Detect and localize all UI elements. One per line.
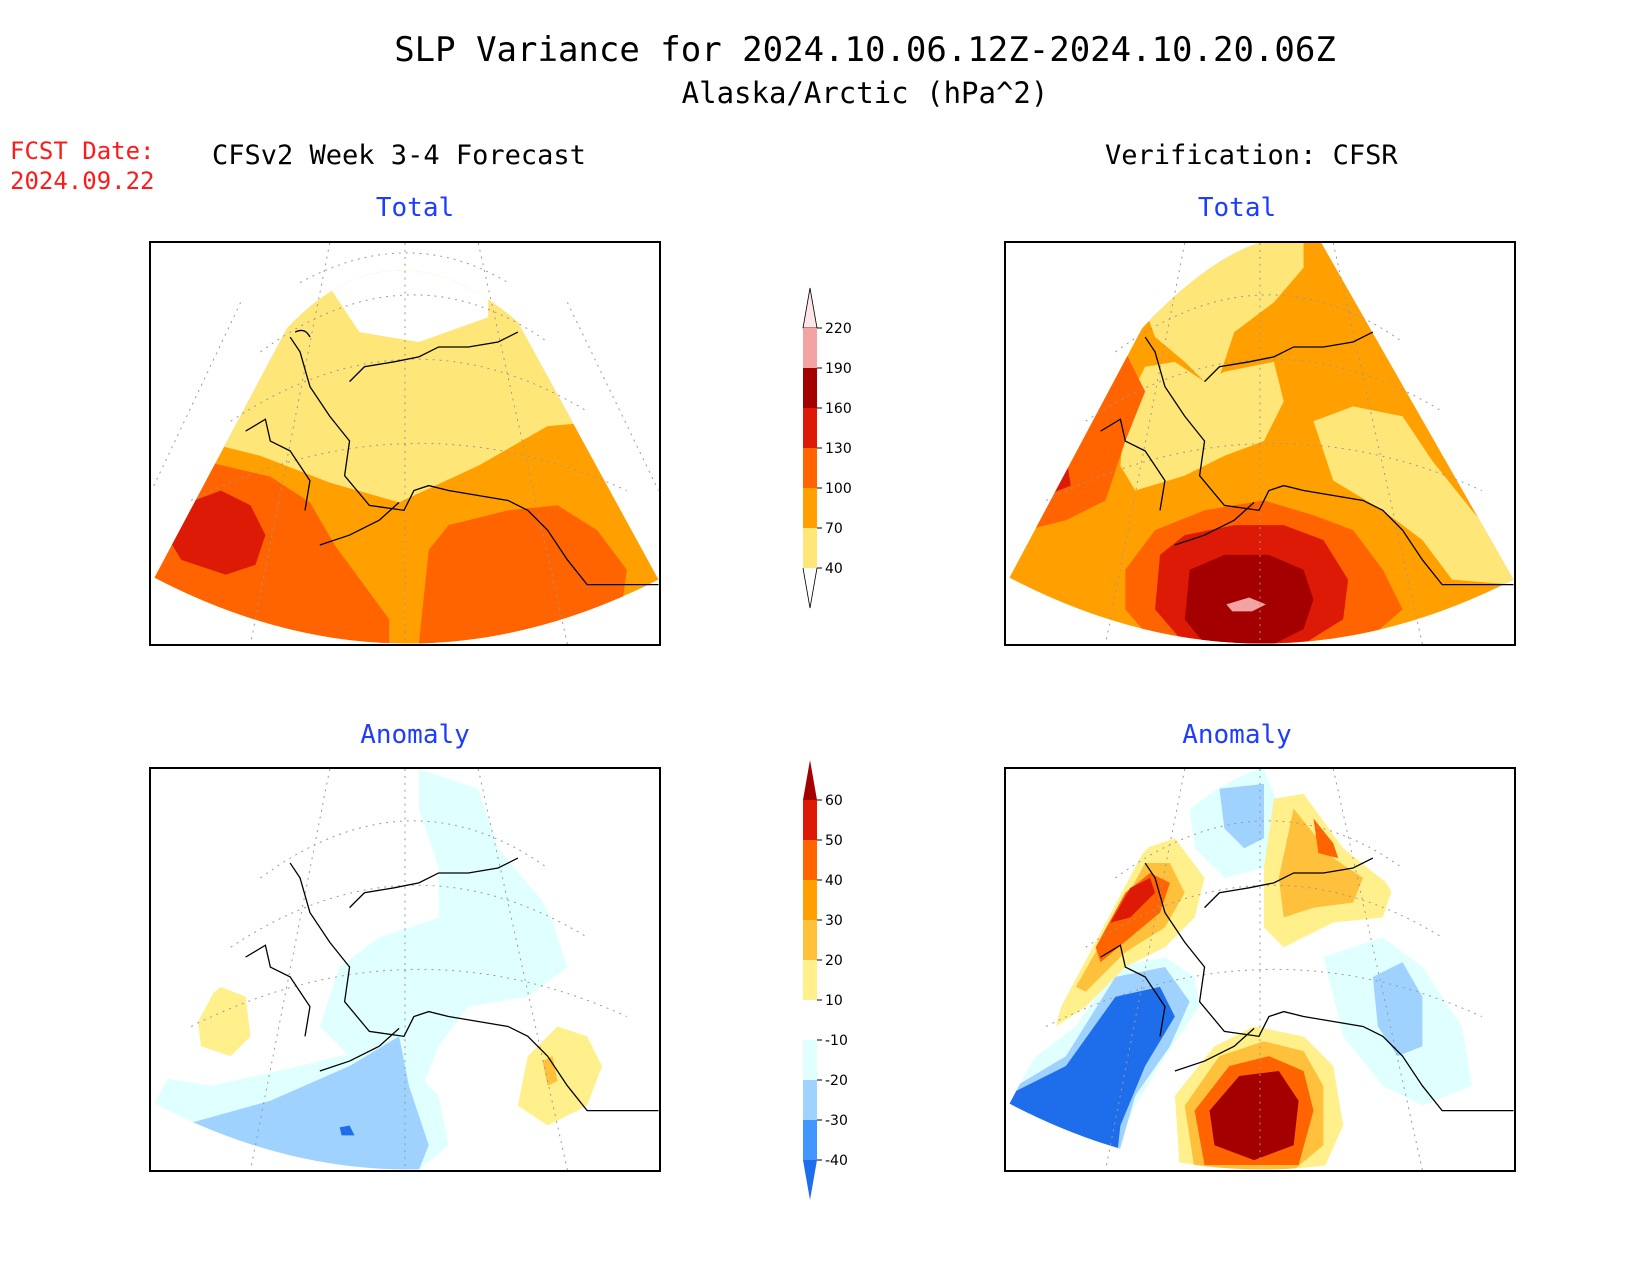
colorbar-anomaly-bottom-arrow	[803, 1160, 817, 1200]
graticule	[151, 243, 659, 644]
colorbar-total-top-arrow	[802, 287, 818, 329]
colorbar-anomaly-box	[803, 920, 817, 960]
colorbar-anomaly-label: -40	[825, 1153, 848, 1169]
colorbar-total-label: 130	[825, 441, 852, 457]
colorbar-total-box	[803, 448, 817, 488]
forecast-anomaly-title: Anomaly	[360, 720, 470, 750]
fill-pos-20-30	[542, 1056, 558, 1086]
forecast-header: CFSv2 Week 3-4 Forecast	[212, 140, 586, 171]
colorbar-total-label: 70	[825, 521, 843, 537]
no-fill-arctic	[329, 270, 489, 343]
fill-neg-20-30	[181, 1036, 429, 1170]
fill-neg-30-40	[339, 1125, 355, 1136]
forecast-total-title: Total	[375, 193, 455, 223]
fcst-date-block: FCST Date: 2024.09.22	[10, 136, 155, 196]
fcst-date-value: 2024.09.22	[10, 167, 155, 195]
colorbar-total-label: 100	[825, 481, 852, 497]
colorbar-anomaly-label: 30	[825, 913, 843, 929]
colorbar-total-svg: 220 190 160 130 100 70 40	[802, 287, 852, 609]
colorbar-total-box	[803, 528, 817, 568]
colorbar-total-box	[803, 488, 817, 528]
fill-130-160	[166, 490, 266, 575]
fill-190-220	[1226, 597, 1266, 612]
fill-40-70-center	[1120, 361, 1284, 491]
colorbar-anomaly-box	[803, 1080, 817, 1120]
colorbar-anomaly-label: -30	[825, 1113, 848, 1129]
colorbar-total-label: 40	[825, 561, 843, 577]
colorbar-total-bottom-arrow	[802, 567, 818, 609]
fill-neutral-spot	[438, 1081, 469, 1101]
colorbar-anomaly-box	[803, 960, 817, 1000]
forecast-anomaly-svg	[154, 769, 659, 1170]
colorbar-anomaly-box	[803, 800, 817, 840]
colorbar-anomaly-box	[803, 840, 817, 880]
graticule	[1045, 769, 1482, 1170]
fill-pos-10-20-west	[196, 986, 251, 1057]
fill-pos-60-plus-south	[1209, 1070, 1299, 1161]
colorbar-total-box	[803, 408, 817, 448]
forecast-total-map	[149, 241, 661, 646]
fill-neg-20-30-north	[1219, 783, 1264, 849]
colorbar-anomaly-label: 20	[825, 953, 843, 969]
colorbar-anomaly-box	[803, 1040, 817, 1080]
colorbar-anomaly-label: 60	[825, 793, 843, 809]
coastline	[245, 329, 659, 586]
colorbar-anomaly-box	[803, 1000, 817, 1040]
fill-100-130-east	[418, 505, 627, 644]
fill-pos-40-50-ne	[1313, 818, 1339, 859]
fill-40-70-east	[1313, 406, 1514, 585]
colorbar-anomaly-label: 10	[825, 993, 843, 1009]
fill-40-70-center	[270, 282, 548, 466]
colorbar-anomaly-top-arrow	[803, 760, 817, 800]
colorbar-total-label: 160	[825, 401, 852, 417]
chart-title: SLP Variance for 2024.10.06.12Z-2024.10.…	[394, 30, 1336, 70]
colorbar-anomaly-label: -10	[825, 1033, 848, 1049]
verification-total-map	[1004, 241, 1516, 646]
colorbar-total-label: 190	[825, 361, 852, 377]
fill-neg-10-20-north	[319, 769, 568, 1096]
fill-pos-50-60-nw	[1110, 877, 1156, 923]
graticule	[1045, 243, 1482, 644]
verification-anomaly-title: Anomaly	[1182, 720, 1292, 750]
verification-header: Verification: CFSR	[1105, 140, 1398, 171]
verification-total-svg	[1009, 243, 1514, 644]
fill-neg-20-30-east	[1372, 962, 1423, 1057]
verification-total-title: Total	[1197, 193, 1277, 223]
colorbar-anomaly-svg: 60 50 40 30 20 10 -10 -20 -30 -40	[803, 760, 848, 1200]
fcst-date-label: FCST Date:	[10, 137, 155, 165]
fill-pos-20-30-ne	[1278, 808, 1363, 918]
colorbar-anomaly-label: 40	[825, 873, 843, 889]
coastline	[245, 857, 659, 1112]
graticule	[190, 769, 627, 1170]
verification-anomaly-map	[1004, 767, 1516, 1172]
colorbar-total: 220 190 160 130 100 70 40	[795, 282, 875, 612]
coastline	[1100, 857, 1514, 1112]
coastline	[1100, 331, 1514, 586]
colorbar-total-box	[803, 368, 817, 408]
forecast-total-svg	[151, 243, 659, 644]
colorbar-anomaly-box	[803, 880, 817, 920]
fill-pos-10-20-east	[517, 1026, 603, 1126]
chart-subtitle: Alaska/Arctic (hPa^2)	[681, 76, 1049, 110]
colorbar-total-box	[803, 328, 817, 368]
colorbar-anomaly: 60 50 40 30 20 10 -10 -20 -30 -40	[795, 752, 875, 1200]
colorbar-total-label: 220	[825, 321, 852, 337]
colorbar-anomaly-label: -20	[825, 1073, 848, 1089]
colorbar-anomaly-label: 50	[825, 833, 843, 849]
forecast-anomaly-map	[149, 767, 661, 1172]
colorbar-anomaly-box	[803, 1120, 817, 1160]
verification-anomaly-svg	[1009, 769, 1514, 1170]
